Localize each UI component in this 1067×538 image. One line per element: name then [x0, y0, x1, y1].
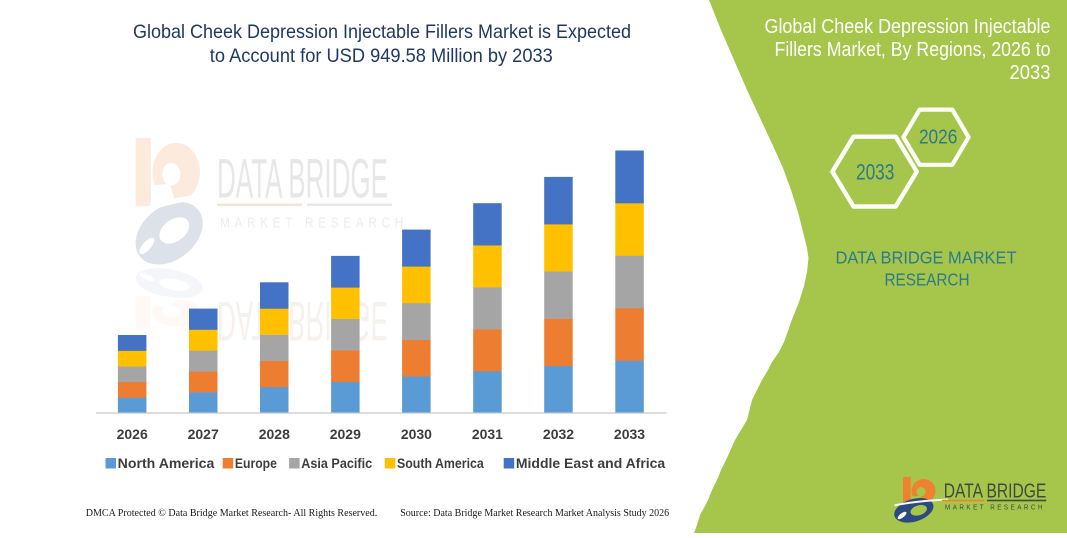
svg-text:Source: Data Bridge Market Res: Source: Data Bridge Market Research Mark…	[400, 507, 669, 519]
svg-text:DATA BRIDGE: DATA BRIDGE	[944, 480, 1047, 502]
svg-text:2029: 2029	[330, 426, 361, 442]
svg-text:2031: 2031	[472, 426, 503, 442]
svg-text:Middle East and Africa: Middle East and Africa	[516, 456, 666, 471]
svg-text:2026: 2026	[117, 426, 148, 442]
svg-text:MARKET RESEARCH: MARKET RESEARCH	[220, 214, 408, 231]
svg-text:to Account for USD 949.58 Mill: to Account for USD 949.58 Million by 203…	[210, 45, 553, 67]
svg-text:Fillers Market, By Regions, 20: Fillers Market, By Regions, 2026 to	[775, 39, 1051, 61]
svg-text:North America: North America	[118, 456, 215, 471]
svg-text:2032: 2032	[543, 426, 574, 442]
svg-text:RESEARCH: RESEARCH	[885, 270, 970, 290]
svg-text:DATA BRIDGE: DATA BRIDGE	[217, 147, 388, 210]
svg-text:2033: 2033	[1010, 62, 1051, 84]
svg-text:2033: 2033	[614, 426, 645, 442]
svg-text:2027: 2027	[188, 426, 219, 442]
svg-text:DMCA Protected © Data Bridge M: DMCA Protected © Data Bridge Market Rese…	[86, 507, 378, 519]
svg-text:Europe: Europe	[235, 456, 277, 471]
svg-text:DATA BRIDGE: DATA BRIDGE	[217, 290, 388, 353]
svg-text:Global Cheek Depression Inject: Global Cheek Depression Injectable Fille…	[133, 21, 631, 43]
svg-text:Asia Pacific: Asia Pacific	[301, 456, 372, 471]
svg-text:DATA BRIDGE MARKET: DATA BRIDGE MARKET	[836, 248, 1017, 268]
svg-text:MARKET RESEARCH: MARKET RESEARCH	[945, 503, 1045, 512]
svg-text:2028: 2028	[259, 426, 290, 442]
svg-text:South America: South America	[397, 456, 484, 471]
svg-text:2030: 2030	[401, 426, 432, 442]
svg-text:Global Cheek Depression Inject: Global Cheek Depression Injectable	[765, 16, 1051, 38]
svg-text:2026: 2026	[919, 126, 958, 148]
svg-text:2033: 2033	[856, 160, 895, 185]
